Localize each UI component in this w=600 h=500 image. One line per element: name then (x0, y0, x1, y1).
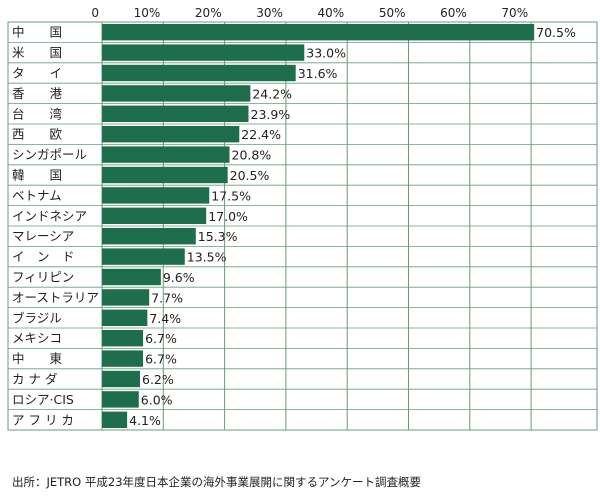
category-label: 韓 国 (12, 168, 62, 183)
value-label: 6.0% (141, 392, 173, 407)
category-label: メキシコ (12, 331, 62, 346)
x-tick-label: 20% (195, 6, 222, 20)
category-label: タ イ (12, 66, 62, 81)
bar (102, 391, 139, 408)
bar (102, 330, 144, 347)
bar (102, 370, 141, 388)
bar (102, 85, 251, 102)
value-label: 22.4% (241, 127, 281, 142)
value-label: 20.8% (232, 148, 272, 163)
bar (102, 411, 128, 428)
value-label: 9.6% (163, 270, 195, 285)
value-label: 24.2% (252, 86, 292, 101)
bar (102, 228, 196, 245)
category-label: マレーシア (12, 229, 74, 244)
bar (102, 44, 305, 61)
bar (102, 268, 161, 286)
x-tick-label: 50% (379, 6, 406, 20)
value-label: 15.3% (198, 229, 238, 244)
bar (102, 289, 150, 306)
x-tick-label: 70% (501, 6, 528, 20)
bar (102, 105, 249, 122)
category-label: シンガポール (12, 147, 87, 162)
category-label: カ ナ ダ (12, 372, 57, 387)
category-label: ロシア·CIS (12, 392, 74, 407)
value-label: 20.5% (230, 168, 270, 183)
bar (102, 350, 144, 367)
bar (102, 146, 230, 163)
value-label: 6.7% (145, 352, 177, 367)
value-label: 6.2% (142, 372, 174, 387)
category-label: 米 国 (12, 45, 62, 60)
value-label: 7.7% (151, 290, 183, 305)
value-label: 13.5% (187, 250, 227, 265)
value-label: 4.1% (129, 413, 161, 428)
value-label: 23.9% (251, 107, 291, 122)
bar (102, 24, 535, 41)
value-label: 6.7% (145, 331, 177, 346)
value-label: 17.5% (211, 188, 251, 203)
bar (102, 207, 207, 224)
bar-chart: 0 10% 20% 30% 40% 50% 60% 70% 中 国 70.5% 米 国 33.0% タ … (7, 6, 598, 431)
category-label: 香 港 (12, 86, 63, 101)
category-label: オーストラリア (12, 290, 99, 305)
bar (102, 309, 148, 326)
x-tick-label: 0 (91, 6, 99, 20)
category-label: インドネシア (12, 208, 87, 223)
bar (102, 166, 228, 184)
category-label: 台 湾 (12, 106, 62, 121)
bar (102, 187, 210, 204)
x-tick-label: 30% (256, 6, 283, 20)
bar (102, 64, 296, 82)
value-label: 70.5% (536, 25, 576, 40)
category-label: フィリピン (12, 270, 74, 285)
bar (102, 126, 240, 143)
bar (102, 248, 185, 265)
category-label: イ ン ド (12, 249, 75, 264)
x-tick-label: 60% (440, 6, 467, 20)
x-tick-label: 10% (134, 6, 161, 20)
value-label: 33.0% (306, 46, 346, 61)
category-label: ベトナム (12, 188, 62, 203)
category-label: 西 欧 (12, 127, 63, 142)
value-label: 31.6% (298, 66, 338, 81)
category-label: ア フ リ カ (12, 412, 74, 427)
x-tick-label: 40% (318, 6, 345, 20)
source-note: 出所：JETRO 平成23年度日本企業の海外事業展開に関するアンケート調査概要 (12, 475, 422, 489)
category-label: 中 国 (12, 25, 62, 40)
value-label: 7.4% (149, 311, 181, 326)
value-label: 17.0% (208, 209, 248, 224)
category-label: ブラジル (12, 310, 62, 325)
category-label: 中 東 (12, 351, 63, 366)
